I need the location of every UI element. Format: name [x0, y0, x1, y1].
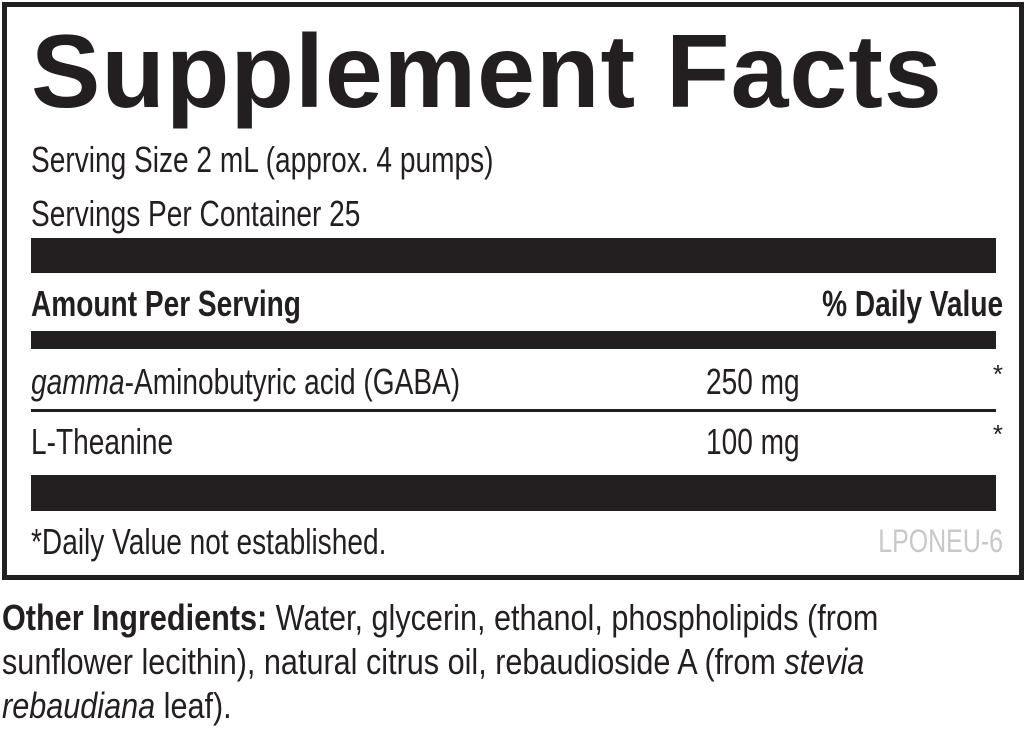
- footnote: *Daily Value not established.: [31, 521, 387, 562]
- table-row: L-Theanine: [31, 421, 213, 463]
- ingredient-amount: 250 mg: [706, 361, 800, 402]
- table-row: gamma-Aminobutyric acid (GABA): [31, 361, 581, 403]
- panel-title: Supplement Facts: [31, 14, 943, 130]
- thick-divider: [31, 238, 996, 273]
- ingredient-dv: *: [992, 359, 1003, 389]
- serving-size: Serving Size 2 mL (approx. 4 pumps): [31, 139, 494, 180]
- row-divider: [31, 409, 996, 412]
- daily-value-header: % Daily Value: [821, 283, 1003, 324]
- label-code: LPONEU-6: [878, 523, 1003, 559]
- thick-divider: [31, 475, 996, 511]
- ingredient-name: L-Theanine: [31, 421, 174, 462]
- ingredient-dv: *: [992, 419, 1003, 449]
- ingredient-name-italic: gamma: [31, 361, 125, 402]
- other-ingredients-label: Other Ingredients:: [2, 597, 268, 638]
- medium-divider: [31, 331, 996, 349]
- amount-per-serving-header: Amount Per Serving: [31, 283, 301, 324]
- servings-per-container: Servings Per Container 25: [31, 193, 361, 234]
- ingredient-amount: 100 mg: [706, 421, 800, 462]
- supplement-facts-panel: Supplement Facts Serving Size 2 mL (appr…: [2, 2, 1024, 580]
- other-ingredients: Other Ingredients: Water, glycerin, etha…: [2, 597, 879, 726]
- ingredient-name: -Aminobutyric acid (GABA): [124, 361, 461, 402]
